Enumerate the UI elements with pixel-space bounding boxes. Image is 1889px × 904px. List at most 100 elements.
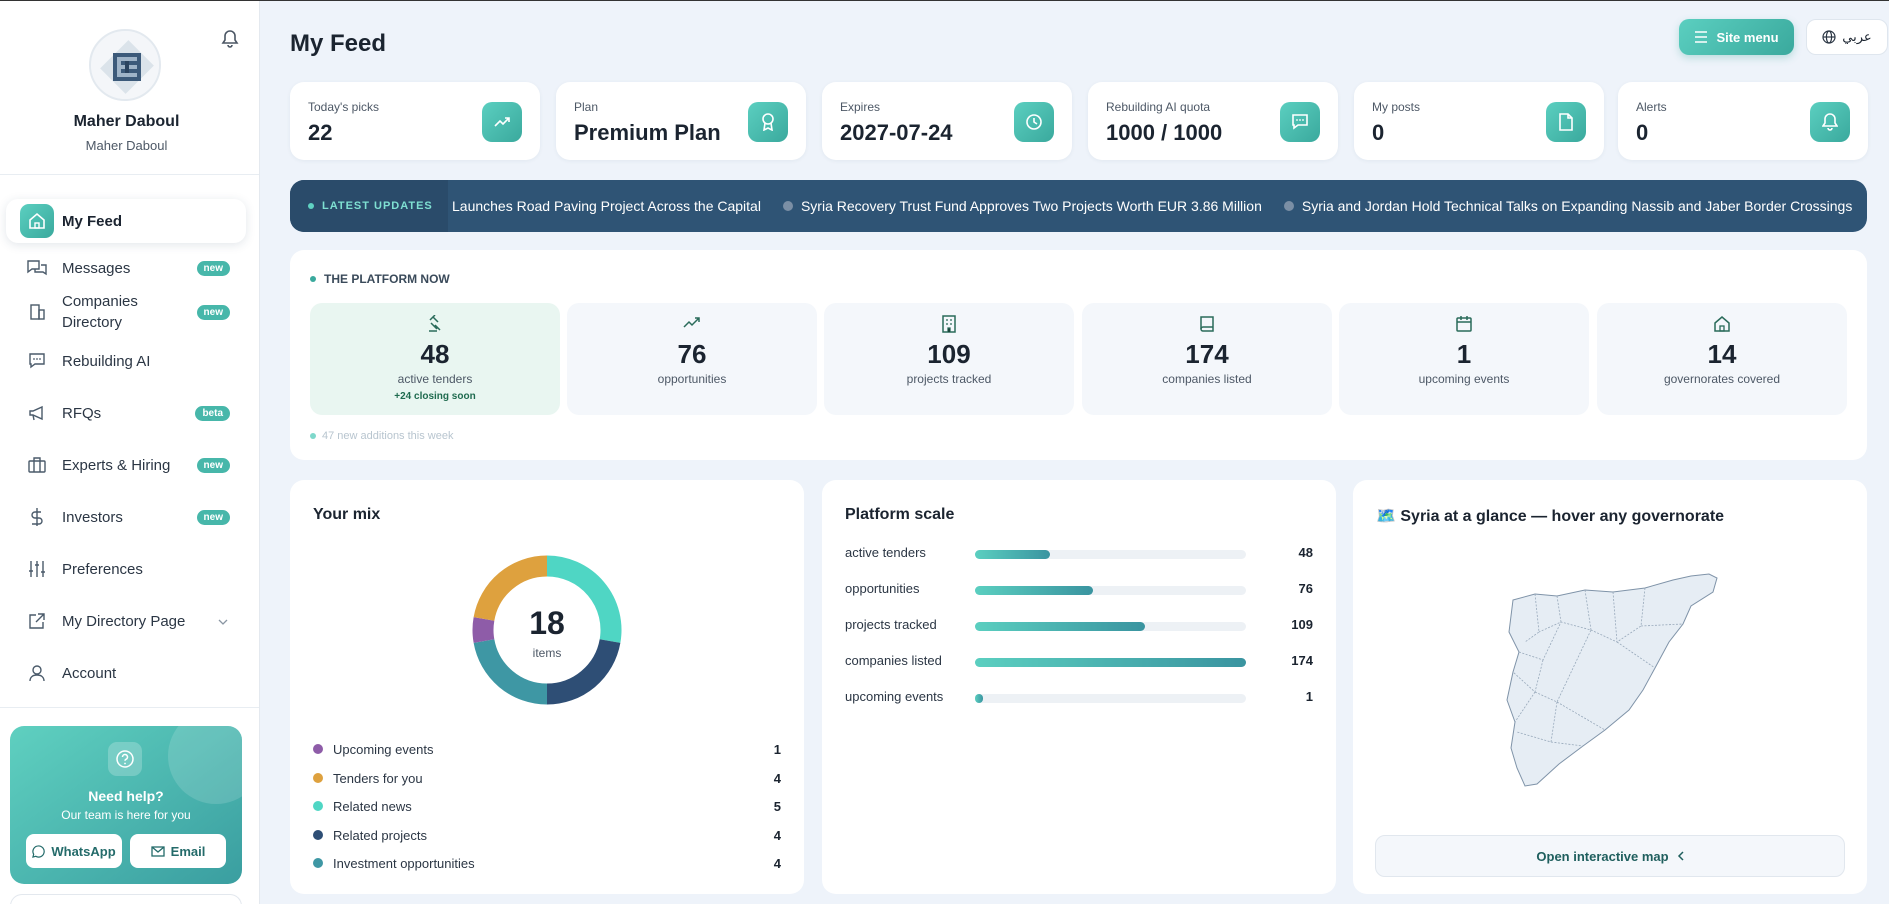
stat-card-todays-picks[interactable]: Today's picks 22 — [290, 82, 540, 160]
platform-card-tenders[interactable]: 48 active tenders +24 closing soon — [310, 303, 560, 415]
legend-item[interactable]: Related projects 4 — [313, 825, 781, 845]
platform-card-governorates[interactable]: 14 governorates covered — [1597, 303, 1847, 415]
stat-card-expires[interactable]: Expires 2027-07-24 — [822, 82, 1072, 160]
sidebar-item-experts-hiring[interactable]: Experts & Hiring new — [6, 443, 246, 487]
email-button[interactable]: Email — [130, 834, 226, 868]
profile-name: Maher Daboul — [73, 113, 180, 130]
menu-icon — [1695, 31, 1708, 43]
platform-now-section: THE PLATFORM NOW 48 active tenders +24 c… — [290, 250, 1867, 460]
legend-swatch — [313, 830, 323, 840]
megaphone-icon — [20, 396, 54, 430]
whatsapp-icon — [32, 844, 46, 858]
legend-swatch — [313, 773, 323, 783]
sidebar-item-label: Account — [62, 664, 117, 682]
platform-card-projects[interactable]: 109 projects tracked — [824, 303, 1074, 415]
site-menu-label: Site menu — [1716, 29, 1779, 45]
governorate-region[interactable] — [1506, 573, 1718, 787]
beta-badge: beta — [195, 405, 230, 421]
sidebar-item-rebuilding-ai[interactable]: Rebuilding AI — [6, 339, 246, 383]
site-menu-button[interactable]: Site menu — [1679, 19, 1794, 55]
scale-label: active tenders — [845, 545, 926, 560]
sidebar-item-companies-directory[interactable]: Companies Directory new — [6, 288, 246, 336]
card-value: 109 — [927, 339, 971, 369]
user-icon — [20, 656, 54, 690]
gavel-icon — [426, 314, 444, 333]
scale-label: companies listed — [845, 653, 942, 668]
legend-item[interactable]: Tenders for you 4 — [313, 768, 781, 788]
scale-label: projects tracked — [845, 617, 937, 632]
scale-row: projects tracked 109 — [845, 615, 1313, 635]
sidebar-item-messages[interactable]: Messages new — [6, 246, 246, 290]
card-value: 14 — [1707, 339, 1737, 369]
sidebar-item-account[interactable]: Account — [6, 651, 246, 695]
bell-icon — [1810, 102, 1850, 142]
sidebar-item-label: My Directory Page — [62, 612, 186, 630]
stat-card-my-posts[interactable]: My posts 0 — [1354, 82, 1604, 160]
card-label: active tenders — [397, 372, 473, 386]
new-badge: new — [196, 304, 230, 320]
sidebar-item-my-feed[interactable]: My Feed — [6, 199, 246, 243]
scale-value: 1 — [1305, 689, 1313, 704]
building-icon — [20, 295, 54, 329]
sidebar-item-rfqs[interactable]: RFQs beta — [6, 391, 246, 435]
sidebar-item-preferences[interactable]: Preferences — [6, 547, 246, 591]
legend-swatch — [313, 801, 323, 811]
sidebar-item-label: Experts & Hiring — [62, 456, 171, 474]
section-header: THE PLATFORM NOW — [310, 272, 450, 286]
card-value: 174 — [1185, 339, 1229, 369]
open-interactive-map-button[interactable]: Open interactive map — [1375, 835, 1845, 877]
scale-row: upcoming events 1 — [845, 687, 1313, 707]
scale-track — [975, 694, 1246, 703]
card-label: upcoming events — [1418, 372, 1510, 386]
donut-slice[interactable] — [546, 555, 622, 643]
syria-map-panel: 🗺️ Syria at a glance — hover any governo… — [1353, 480, 1867, 894]
avatar[interactable] — [89, 29, 161, 101]
platform-card-opportunities[interactable]: 76 opportunities — [567, 303, 817, 415]
scale-row: active tenders 48 — [845, 543, 1313, 563]
chat-icon — [1280, 102, 1320, 142]
weekly-additions-note: 47 new additions this week — [310, 430, 453, 442]
mix-donut-chart: 18 items — [472, 555, 622, 705]
notifications-bell-icon[interactable] — [220, 29, 240, 49]
legend-item[interactable]: Related news 5 — [313, 796, 781, 816]
language-button[interactable]: عربي — [1806, 19, 1888, 55]
scale-track — [975, 586, 1246, 595]
scale-bar — [975, 586, 1094, 595]
donut-slice[interactable] — [472, 617, 495, 643]
scale-track — [975, 622, 1246, 631]
sidebar-item-label: RFQs — [62, 404, 102, 422]
sidebar-bottom-card — [10, 894, 242, 904]
ticker-item[interactable]: Syria and Jordan Hold Technical Talks on… — [1301, 198, 1853, 214]
help-subtitle: Our team is here for you — [61, 808, 191, 822]
stat-card-plan[interactable]: Plan Premium Plan — [556, 82, 806, 160]
chevron-down-icon[interactable] — [218, 612, 228, 630]
page-title: My Feed — [290, 30, 387, 57]
book-icon — [1198, 315, 1216, 333]
ticker-item[interactable]: Syria Recovery Trust Fund Approves Two P… — [800, 198, 1262, 214]
legend-item[interactable]: Investment opportunities 4 — [313, 853, 781, 873]
scale-track — [975, 550, 1246, 559]
syria-map[interactable] — [1495, 572, 1735, 788]
sidebar: Maher Daboul Maher Daboul My Feed Messag… — [0, 1, 260, 904]
stat-card-ai-quota[interactable]: Rebuilding AI quota 1000 / 1000 — [1088, 82, 1338, 160]
platform-card-companies[interactable]: 174 companies listed — [1082, 303, 1332, 415]
building-icon — [940, 315, 958, 333]
new-badge: new — [196, 509, 230, 525]
legend-item[interactable]: Upcoming events 1 — [313, 739, 781, 759]
sidebar-item-investors[interactable]: Investors new — [6, 495, 246, 539]
whatsapp-button[interactable]: WhatsApp — [26, 834, 122, 868]
new-badge: new — [196, 260, 230, 276]
stat-card-alerts[interactable]: Alerts 0 — [1618, 82, 1868, 160]
profile-subtitle: Maher Daboul — [85, 138, 168, 153]
platform-card-events[interactable]: 1 upcoming events — [1339, 303, 1589, 415]
donut-slice[interactable] — [546, 638, 621, 705]
stat-value: Premium Plan — [574, 120, 721, 145]
sidebar-item-my-directory-page[interactable]: My Directory Page — [6, 599, 246, 643]
stat-label: Plan — [574, 100, 599, 114]
ticker-item[interactable]: Launches Road Paving Project Across the … — [452, 198, 761, 214]
donut-slice[interactable] — [473, 555, 548, 622]
donut-slice[interactable] — [473, 638, 548, 705]
header-dot — [310, 276, 316, 282]
document-icon — [1546, 102, 1586, 142]
scale-label: opportunities — [845, 581, 920, 596]
